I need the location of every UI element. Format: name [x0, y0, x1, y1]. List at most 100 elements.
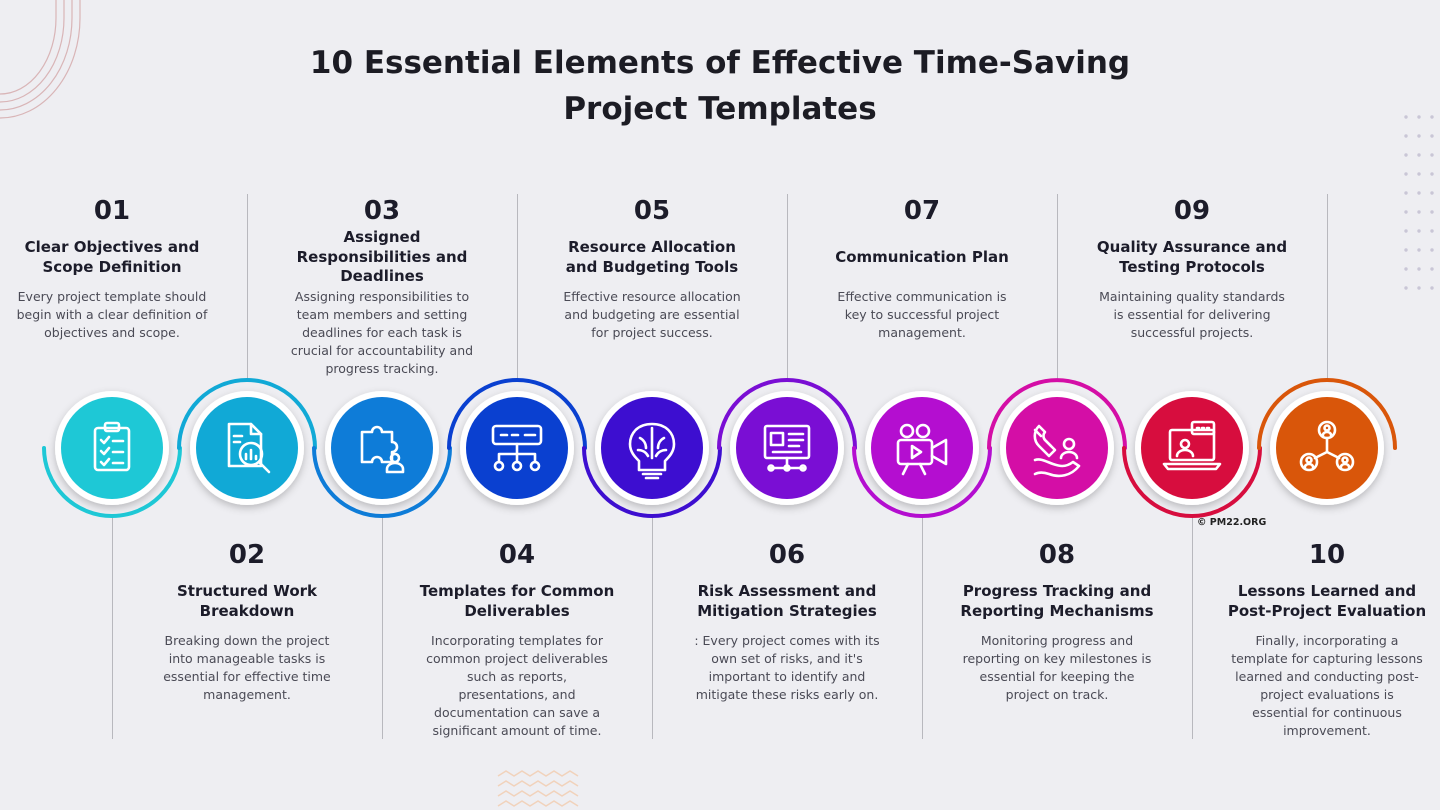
step-number: 06	[768, 540, 806, 570]
wave-arc-08	[987, 378, 1127, 450]
step-description: Finally, incorporating a template for ca…	[1231, 633, 1423, 738]
step-circle-08	[1006, 397, 1108, 499]
step-number: 05	[633, 196, 671, 226]
step-title-text: Clear Objectives and Scope Definition	[24, 238, 200, 276]
grid-dot	[1417, 115, 1421, 119]
grid-dot	[1404, 286, 1408, 290]
step-title: Templates for Common Deliverables	[417, 572, 617, 631]
step-title-text: Quality Assurance and Testing Protocols	[1096, 238, 1288, 276]
step-number: 08	[1038, 540, 1076, 570]
step-08: 08 Progress Tracking and Reporting Mechan…	[957, 540, 1157, 704]
grid-dot	[1430, 153, 1434, 157]
step-title-text: Resource Allocation and Budgeting Tools	[565, 238, 739, 276]
grid-dot	[1417, 229, 1421, 233]
grid-dot	[1430, 210, 1434, 214]
page-title: 10 Essential Elements of Effective Time-…	[0, 40, 1440, 132]
grid-dot	[1404, 210, 1408, 214]
step-description: Breaking down the project into manageabl…	[163, 633, 331, 702]
zigzag-decoration	[497, 770, 579, 807]
step-title: Progress Tracking and Reporting Mechanis…	[957, 572, 1157, 631]
grid-dot	[1430, 191, 1434, 195]
wave-arc-09	[1122, 446, 1262, 518]
step-title-text: Templates for Common Deliverables	[419, 582, 615, 620]
connector-line-09	[1327, 194, 1328, 380]
step-circle-03	[331, 397, 433, 499]
grid-dot	[1417, 210, 1421, 214]
step-number: 10	[1308, 540, 1346, 570]
grid-dot	[1404, 172, 1408, 176]
wave-arc-01	[42, 446, 182, 518]
step-title: Assigned Responsibilities and Deadlines	[282, 228, 482, 287]
connector-line-01	[247, 194, 248, 380]
connector-line-10	[1192, 517, 1193, 739]
step-description: Effective resource allocation and budget…	[563, 289, 741, 340]
step-03: 03 Assigned Responsibilities and Deadline…	[282, 196, 482, 378]
step-circle-07	[871, 397, 973, 499]
connector-line-06	[652, 517, 653, 739]
step-circle-06	[736, 397, 838, 499]
grid-dot	[1404, 191, 1408, 195]
step-title: Risk Assessment and Mitigation Strategie…	[687, 572, 887, 631]
wave-arcs	[42, 378, 1397, 518]
step-06: 06 Risk Assessment and Mitigation Strateg…	[687, 540, 887, 704]
grid-dot	[1430, 267, 1434, 271]
step-title: Clear Objectives and Scope Definition	[12, 228, 212, 287]
grid-dot	[1430, 134, 1434, 138]
wave-arc-07	[852, 446, 992, 518]
grid-dot	[1404, 153, 1408, 157]
step-title-text: Risk Assessment and Mitigation Strategie…	[697, 582, 877, 620]
wave-arc-03	[312, 446, 452, 518]
step-title-text: Structured Work Breakdown	[176, 582, 317, 620]
wave-arc-04	[447, 378, 587, 450]
grid-dot	[1430, 172, 1434, 176]
step-title: Resource Allocation and Budgeting Tools	[552, 228, 752, 287]
step-circle-09	[1141, 397, 1243, 499]
step-description: Maintaining quality standards is essenti…	[1099, 289, 1285, 340]
step-04: 04 Templates for Common Deliverables Incor…	[417, 540, 617, 740]
grid-dot	[1417, 286, 1421, 290]
step-description: Every project template should begin with…	[16, 289, 208, 340]
step-title: Communication Plan	[822, 228, 1022, 287]
step-title-text: Lessons Learned and Post-Project Evaluat…	[1227, 582, 1427, 620]
step-number: 09	[1173, 196, 1211, 226]
step-title-text: Communication Plan	[835, 247, 1009, 266]
grid-dot	[1417, 172, 1421, 176]
wave-arc-06	[717, 378, 857, 450]
step-description: Assigning responsibilities to team membe…	[290, 289, 474, 376]
step-07: 07 Communication Plan Effective communicat…	[822, 196, 1022, 342]
grid-dot	[1404, 248, 1408, 252]
grid-dot	[1417, 191, 1421, 195]
connector-line-02	[112, 517, 113, 739]
step-title: Structured Work Breakdown	[147, 572, 347, 631]
step-02: 02 Structured Work Breakdown Breaking down…	[147, 540, 347, 704]
grid-dot	[1430, 286, 1434, 290]
step-number: 07	[903, 196, 941, 226]
step-circle-01	[61, 397, 163, 499]
step-title: Lessons Learned and Post-Project Evaluat…	[1227, 572, 1427, 631]
step-05: 05 Resource Allocation and Budgeting Tool…	[552, 196, 752, 342]
corner-arcs-decoration	[0, 0, 81, 119]
grid-dot	[1430, 229, 1434, 233]
connector-line-03	[517, 194, 518, 380]
step-description: Effective communication is key to succes…	[837, 289, 1007, 340]
grid-dot	[1404, 115, 1408, 119]
step-number: 02	[228, 540, 266, 570]
title-line-1: 10 Essential Elements of Effective Time-…	[309, 45, 1131, 81]
grid-dot	[1430, 248, 1434, 252]
copyright-label: © PM22.ORG	[1197, 517, 1267, 528]
grid-dot	[1417, 248, 1421, 252]
grid-dot	[1417, 267, 1421, 271]
wave-arc-02	[177, 378, 317, 450]
step-title-text: Progress Tracking and Reporting Mechanis…	[960, 582, 1154, 620]
connector-line-05	[787, 194, 788, 380]
step-circle-02	[196, 397, 298, 499]
grid-dot	[1404, 267, 1408, 271]
connector-line-08	[922, 517, 923, 739]
step-description: Monitoring progress and reporting on key…	[962, 633, 1152, 702]
step-description: Incorporating templates for common proje…	[426, 633, 608, 738]
connector-line-07	[1057, 194, 1058, 380]
grid-dot	[1417, 134, 1421, 138]
step-number: 04	[498, 540, 536, 570]
